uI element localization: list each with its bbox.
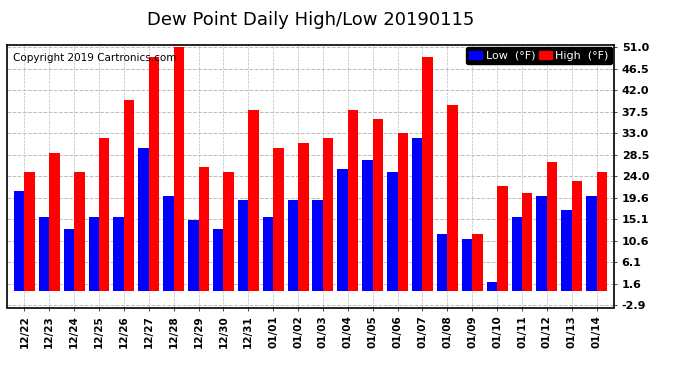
Bar xyxy=(138,148,149,291)
Bar xyxy=(362,160,373,291)
Bar xyxy=(163,196,174,291)
Bar xyxy=(188,219,199,291)
Text: Dew Point Daily High/Low 20190115: Dew Point Daily High/Low 20190115 xyxy=(147,11,474,29)
Bar xyxy=(597,172,607,291)
Bar xyxy=(174,47,184,291)
Bar xyxy=(49,153,59,291)
Bar xyxy=(348,110,358,291)
Bar xyxy=(397,134,408,291)
Bar xyxy=(547,162,558,291)
Text: Copyright 2019 Cartronics.com: Copyright 2019 Cartronics.com xyxy=(13,53,177,63)
Bar xyxy=(124,100,135,291)
Bar xyxy=(24,172,34,291)
Bar xyxy=(412,138,422,291)
Bar xyxy=(248,110,259,291)
Bar xyxy=(74,172,85,291)
Bar xyxy=(522,193,533,291)
Bar xyxy=(99,138,110,291)
Bar xyxy=(88,217,99,291)
Bar xyxy=(562,210,572,291)
Bar xyxy=(199,167,209,291)
Bar xyxy=(224,172,234,291)
Bar xyxy=(437,234,447,291)
Bar xyxy=(472,234,483,291)
Bar xyxy=(323,138,333,291)
Bar xyxy=(462,238,472,291)
Bar xyxy=(497,186,508,291)
Bar xyxy=(39,217,49,291)
Bar xyxy=(422,57,433,291)
Bar xyxy=(486,282,497,291)
Bar xyxy=(511,217,522,291)
Bar xyxy=(149,57,159,291)
Bar xyxy=(313,200,323,291)
Bar xyxy=(113,217,124,291)
Bar xyxy=(298,143,308,291)
Bar xyxy=(14,191,24,291)
Legend: Low  (°F), High  (°F): Low (°F), High (°F) xyxy=(466,47,612,64)
Bar xyxy=(536,196,547,291)
Bar xyxy=(263,217,273,291)
Bar xyxy=(373,119,383,291)
Bar xyxy=(447,105,458,291)
Bar xyxy=(337,170,348,291)
Bar xyxy=(238,200,248,291)
Bar xyxy=(387,172,397,291)
Bar xyxy=(572,181,582,291)
Bar xyxy=(273,148,284,291)
Bar xyxy=(213,229,224,291)
Bar xyxy=(288,200,298,291)
Bar xyxy=(63,229,74,291)
Bar xyxy=(586,196,597,291)
